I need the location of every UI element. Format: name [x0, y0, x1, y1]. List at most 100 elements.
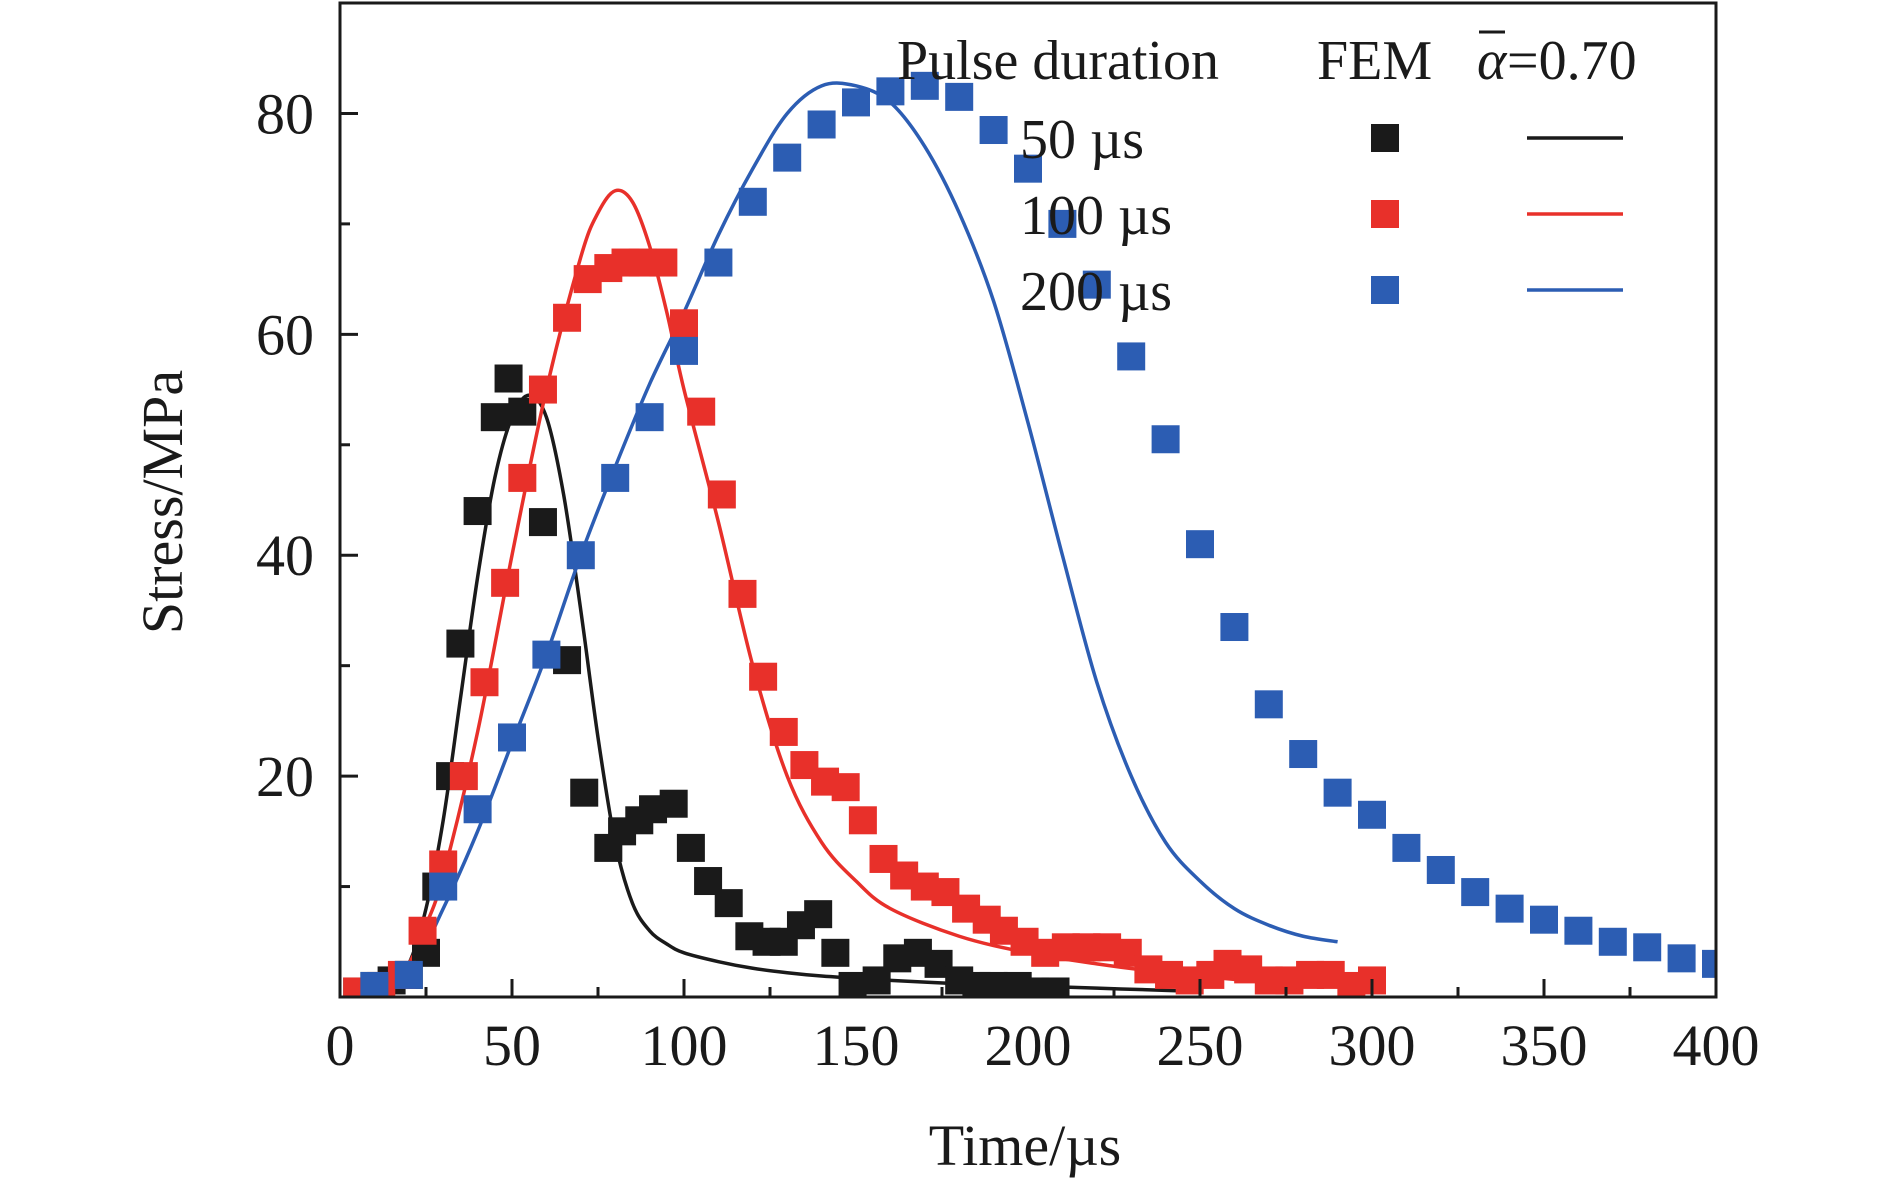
data-point-series-3: [1633, 933, 1662, 962]
data-point-series-3: [463, 795, 492, 824]
legend-entry-label: 100 µs: [1020, 185, 1172, 247]
legend-header-alpha-value: =0.70: [1507, 30, 1637, 92]
x-tick-label: 250: [1157, 1013, 1244, 1078]
data-point-series-2: [553, 303, 582, 332]
data-point-series-3: [773, 143, 802, 172]
data-point-series-3: [394, 960, 423, 989]
plot-area: [343, 71, 1716, 997]
x-tick-label: 100: [641, 1013, 728, 1078]
x-tick-label: 350: [1501, 1013, 1588, 1078]
data-point-series-3: [360, 971, 389, 997]
data-point-series-2: [848, 806, 877, 835]
data-point-series-3: [1048, 209, 1077, 238]
x-tick-label: 400: [1673, 1013, 1760, 1078]
data-point-series-1: [838, 971, 867, 997]
data-point-series-2: [470, 668, 499, 697]
legend-marker: [1371, 276, 1399, 304]
data-point-series-3: [1461, 878, 1490, 907]
data-point-series-1: [714, 889, 743, 918]
data-point-series-3: [532, 640, 561, 669]
data-point-series-3: [498, 723, 526, 752]
data-point-series-3: [1667, 944, 1696, 973]
data-point-series-1: [659, 789, 688, 818]
data-point-series-3: [566, 541, 595, 570]
data-point-series-3: [1186, 530, 1214, 559]
y-axis-title: Stress/MPa: [130, 370, 195, 634]
data-point-series-2: [670, 309, 698, 338]
data-point-series-3: [1289, 740, 1318, 769]
data-point-series-3: [1082, 270, 1111, 299]
data-point-series-3: [1117, 342, 1146, 371]
x-tick-label: 200: [985, 1013, 1072, 1078]
data-point-series-2: [831, 773, 860, 802]
data-point-series-3: [635, 403, 664, 432]
data-point-series-3: [704, 248, 733, 277]
y-tick-label: 40: [256, 523, 314, 588]
legend: Pulse duration FEM α =0.70 50 µs 100 µs 20…: [897, 30, 1637, 323]
legend-marker: [1371, 200, 1399, 228]
data-point-series-3: [429, 872, 458, 901]
data-point-series-3: [1564, 916, 1593, 945]
x-tick-label: 150: [813, 1013, 900, 1078]
data-point-series-2: [508, 463, 537, 492]
data-point-series-1: [480, 403, 509, 432]
x-tick-label: 50: [483, 1013, 541, 1078]
legend-header-alpha: α: [1477, 30, 1508, 92]
data-point-series-1: [804, 900, 833, 929]
data-point-series-2: [707, 480, 736, 509]
data-point-series-3: [1151, 425, 1180, 454]
data-point-series-3: [1254, 690, 1283, 719]
y-tick-label: 60: [256, 302, 314, 367]
data-point-series-3: [1323, 778, 1352, 807]
legend-marker: [1371, 124, 1399, 152]
y-tick-label: 20: [256, 744, 314, 809]
y-tick-label: 80: [256, 81, 314, 146]
data-point-series-3: [670, 336, 698, 365]
data-point-series-3: [1495, 894, 1524, 923]
data-point-series-2: [408, 916, 437, 945]
data-point-series-1: [821, 938, 850, 967]
data-point-series-2: [769, 717, 798, 746]
legend-header-pulse-duration: Pulse duration: [897, 30, 1219, 92]
data-point-series-3: [807, 110, 836, 139]
fem-curve-series-3: [373, 81, 1338, 994]
data-point-series-3: [1598, 927, 1627, 956]
data-point-series-3: [1702, 949, 1716, 978]
data-point-series-1: [446, 629, 475, 658]
data-point-series-2: [687, 397, 716, 426]
data-point-series-1: [463, 497, 492, 526]
data-point-series-3: [1014, 154, 1042, 183]
axes: 0 50 100 150 200 250 300 350 400 20 40 60 80: [256, 1, 1760, 1078]
data-point-series-2: [728, 579, 757, 608]
data-point-series-3: [1358, 800, 1386, 829]
data-point-series-3: [876, 77, 905, 106]
legend-header-fem: FEM: [1317, 30, 1432, 92]
data-point-series-1: [979, 971, 1008, 997]
data-point-series-1: [528, 508, 557, 537]
data-point-series-3: [945, 82, 974, 111]
data-point-series-3: [842, 88, 870, 117]
x-tick-label: 0: [326, 1013, 355, 1078]
data-point-series-1: [676, 833, 705, 862]
x-axis-title: Time/µs: [929, 1113, 1121, 1178]
data-point-series-1: [494, 364, 523, 393]
data-point-series-3: [910, 71, 939, 100]
data-point-series-2: [749, 662, 778, 691]
data-point-series-3: [1220, 613, 1249, 642]
data-point-series-3: [1392, 833, 1421, 862]
data-point-series-1: [1041, 977, 1070, 997]
data-point-series-3: [738, 187, 767, 216]
data-point-series-2: [491, 568, 520, 597]
legend-entry-label: 200 µs: [1020, 261, 1172, 323]
data-point-series-2: [528, 375, 557, 404]
data-point-series-3: [601, 463, 630, 492]
x-tick-label: 300: [1329, 1013, 1416, 1078]
data-point-series-2: [449, 762, 478, 791]
data-point-series-3: [1426, 855, 1455, 884]
data-point-series-1: [570, 778, 599, 807]
data-point-series-3: [1530, 905, 1558, 934]
data-point-series-2: [649, 248, 678, 277]
legend-entry-label: 50 µs: [1020, 109, 1144, 171]
